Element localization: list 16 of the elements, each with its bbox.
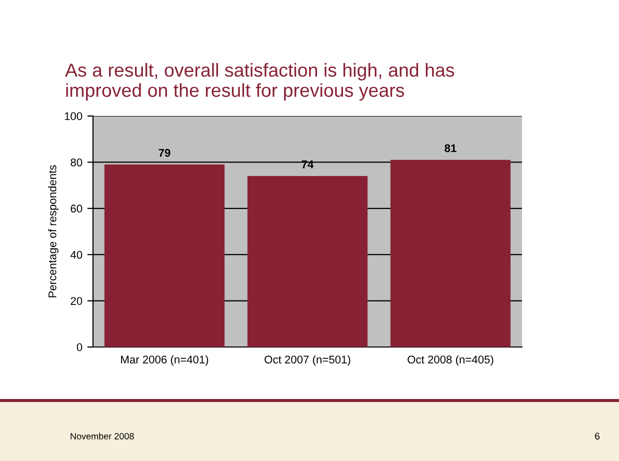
x-tick-label: Oct 2008 (n=405): [408, 355, 494, 366]
x-tick-label: Mar 2006 (n=401): [121, 355, 208, 366]
text: 6: [595, 432, 600, 440]
y-tick-label: 0: [76, 343, 82, 352]
chart-title: As a result, overall satisfaction is high, and has improved on the result for previous years: [65, 63, 454, 101]
y-tick-label: 60: [70, 204, 82, 213]
y-axis-title: Percentage of respondents: [48, 165, 58, 298]
x-tick-label: Oct 2007 (n=501): [264, 355, 350, 366]
data-label: 79: [158, 148, 170, 157]
y-tick-label: 40: [70, 250, 82, 259]
y-tick-label: 80: [70, 158, 82, 166]
y-tick-label: 100: [64, 112, 82, 120]
data-label: 74: [302, 160, 314, 168]
data-label: 81: [444, 144, 456, 152]
text: November 2008: [70, 432, 134, 440]
y-tick-label: 20: [70, 297, 82, 305]
